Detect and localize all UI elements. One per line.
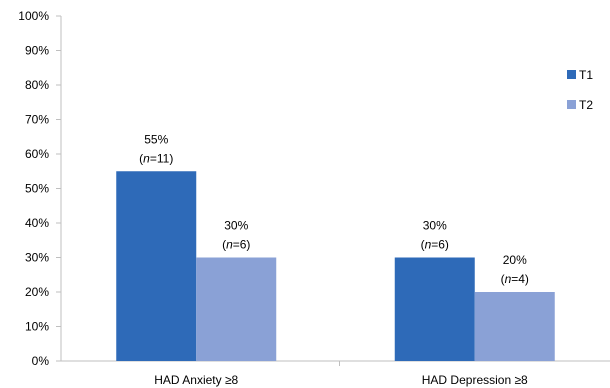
data-label-count: (n=6)	[421, 238, 449, 252]
y-tick-label: 30%	[25, 251, 49, 265]
legend-label: T2	[579, 98, 593, 112]
y-tick-label: 0%	[32, 354, 50, 368]
data-label-count: (n=6)	[222, 238, 250, 252]
bars	[116, 171, 555, 361]
legend-swatch	[567, 100, 576, 109]
y-tick-label: 60%	[25, 147, 49, 161]
x-category-label: HAD Depression ≥8	[422, 373, 528, 387]
data-label-count: (n=11)	[139, 151, 173, 165]
y-tick-label: 70%	[25, 113, 49, 127]
y-tick-label: 20%	[25, 285, 49, 299]
y-tick-label: 90%	[25, 44, 49, 58]
bar	[116, 171, 197, 361]
y-axis: 0% 10% 20% 30% 40% 50% 60% 70% 80% 90% 100%	[18, 9, 62, 368]
data-label-percent: 30%	[224, 219, 248, 233]
legend: T1 T2	[567, 68, 593, 112]
data-labels: 55% (n=11) 30% (n=6) 30% (n=6) 20% (n=4)	[139, 132, 529, 286]
y-tick-label: 10%	[25, 320, 49, 334]
legend-label: T1	[579, 68, 593, 82]
bar	[394, 257, 475, 361]
x-category-label: HAD Anxiety ≥8	[154, 373, 238, 387]
bar	[474, 292, 555, 361]
y-tick-label: 50%	[25, 182, 49, 196]
legend-swatch	[567, 70, 576, 79]
y-tick-label: 100%	[18, 9, 49, 23]
data-label-percent: 30%	[423, 219, 447, 233]
data-label-percent: 55%	[144, 132, 168, 146]
data-label-count: (n=4)	[501, 272, 529, 286]
y-tick-label: 80%	[25, 78, 49, 92]
y-tick-label: 40%	[25, 216, 49, 230]
x-axis: HAD Anxiety ≥8 HAD Depression ≥8	[61, 360, 610, 387]
bar	[196, 257, 277, 361]
data-label-percent: 20%	[503, 253, 527, 267]
